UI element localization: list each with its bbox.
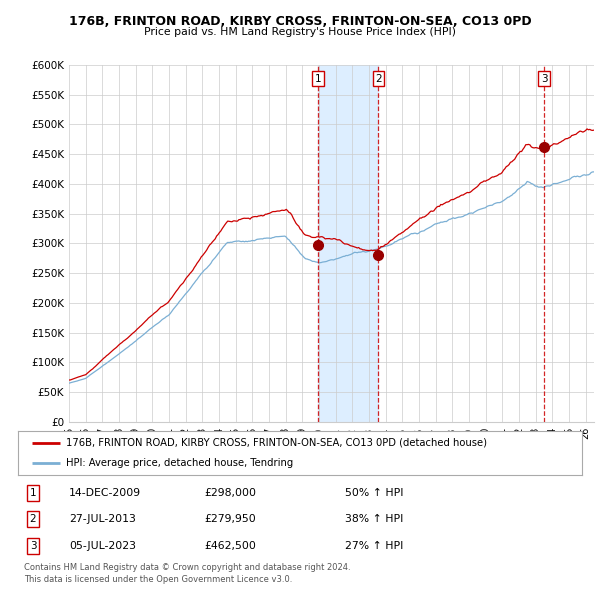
Text: £279,950: £279,950 <box>204 514 256 524</box>
Text: HPI: Average price, detached house, Tendring: HPI: Average price, detached house, Tend… <box>66 458 293 468</box>
Bar <box>318 65 379 422</box>
Text: 05-JUL-2023: 05-JUL-2023 <box>69 541 136 550</box>
Text: £462,500: £462,500 <box>204 541 256 550</box>
Text: 176B, FRINTON ROAD, KIRBY CROSS, FRINTON-ON-SEA, CO13 0PD: 176B, FRINTON ROAD, KIRBY CROSS, FRINTON… <box>68 15 532 28</box>
Text: 1: 1 <box>315 74 322 84</box>
Text: £298,000: £298,000 <box>204 488 256 497</box>
Text: Price paid vs. HM Land Registry's House Price Index (HPI): Price paid vs. HM Land Registry's House … <box>144 27 456 37</box>
Text: 14-DEC-2009: 14-DEC-2009 <box>69 488 141 497</box>
Text: 2: 2 <box>375 74 382 84</box>
Text: This data is licensed under the Open Government Licence v3.0.: This data is licensed under the Open Gov… <box>24 575 292 584</box>
Text: 50% ↑ HPI: 50% ↑ HPI <box>345 488 404 497</box>
Text: 176B, FRINTON ROAD, KIRBY CROSS, FRINTON-ON-SEA, CO13 0PD (detached house): 176B, FRINTON ROAD, KIRBY CROSS, FRINTON… <box>66 438 487 448</box>
Text: 27% ↑ HPI: 27% ↑ HPI <box>345 541 403 550</box>
Text: 27-JUL-2013: 27-JUL-2013 <box>69 514 136 524</box>
Text: 1: 1 <box>29 488 37 497</box>
Text: 38% ↑ HPI: 38% ↑ HPI <box>345 514 403 524</box>
Text: Contains HM Land Registry data © Crown copyright and database right 2024.: Contains HM Land Registry data © Crown c… <box>24 563 350 572</box>
Text: 3: 3 <box>541 74 547 84</box>
Text: 2: 2 <box>29 514 37 524</box>
Text: 3: 3 <box>29 541 37 550</box>
